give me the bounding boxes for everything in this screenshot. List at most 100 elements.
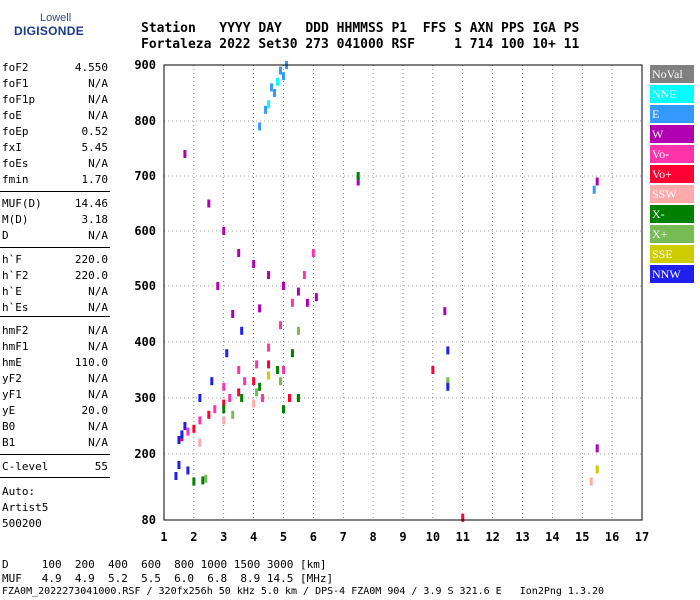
- scatter-point: [198, 394, 202, 402]
- scatter-point: [446, 382, 450, 391]
- param-value: N/A: [88, 229, 108, 242]
- y-tick-label: 500: [134, 279, 156, 293]
- scatter-point: [222, 227, 226, 235]
- scatter-point: [258, 122, 262, 131]
- param-name: h`E: [2, 285, 22, 298]
- scatter-point: [267, 360, 271, 369]
- legend-item: NNE: [650, 85, 694, 103]
- auto-block: Auto: Artist5 500200: [2, 484, 48, 532]
- param-row: hmF2 N/A: [2, 323, 108, 339]
- scatter-point: [282, 282, 285, 290]
- scatter-point: [279, 321, 283, 330]
- logo-line2: DIGISONDE: [14, 24, 85, 38]
- footer-file-info: FZA0M_2022273041000.RSF / 320fx256h 50 k…: [2, 586, 605, 597]
- scatter-point: [225, 349, 229, 358]
- scatter-point: [237, 366, 241, 374]
- auto-code: 500200: [2, 517, 42, 530]
- legend-item: W: [650, 125, 694, 143]
- param-name: B0: [2, 420, 16, 433]
- scatter-point: [282, 366, 285, 374]
- legend-item: SSW: [650, 185, 694, 203]
- legend-item: Vo-: [650, 145, 694, 163]
- scatter-point: [290, 298, 294, 307]
- x-tick-label: 2: [190, 530, 197, 544]
- scatter-point: [279, 66, 283, 75]
- scatter-point: [192, 477, 196, 486]
- scatter-point: [589, 477, 593, 486]
- param-row: fmin 1.70: [2, 172, 108, 188]
- scatter-point: [213, 405, 217, 414]
- param-value: N/A: [88, 285, 108, 298]
- param-name: yE: [2, 404, 16, 417]
- scatter-point: [186, 427, 190, 436]
- legend-item: NoVal: [650, 65, 694, 83]
- param-separator: [0, 316, 110, 317]
- y-tick-label: 800: [134, 114, 156, 128]
- scatter-point: [276, 77, 280, 86]
- scatter-point: [252, 399, 256, 408]
- param-name: fxI: [2, 141, 22, 154]
- scatter-point: [273, 89, 277, 97]
- scatter-point: [207, 410, 211, 419]
- scatter-point: [177, 436, 181, 444]
- scatter-point: [356, 172, 360, 180]
- param-value: 0.52: [81, 125, 109, 138]
- scatter-point: [296, 394, 300, 402]
- param-row: hmF1 N/A: [2, 339, 108, 355]
- param-separator: [0, 191, 110, 192]
- header-line2: Fortaleza 2022 Set30 273 041000 RSF 1 71…: [141, 37, 580, 52]
- x-tick-label: 15: [575, 530, 589, 544]
- param-name: B1: [2, 436, 16, 449]
- scatter-point: [276, 366, 280, 374]
- x-tick-label: 10: [426, 530, 440, 544]
- x-axis-ticks: 1 2 3 4 5 6 7 8 9 10 11 12 13 14 15 16 17: [160, 530, 649, 544]
- param-row: h`Es N/A: [2, 300, 108, 316]
- y-tick-label: 200: [134, 447, 156, 461]
- scatter-point: [255, 388, 259, 397]
- legend-item: E: [650, 105, 694, 123]
- param-separator: [0, 477, 110, 478]
- footer-muf: MUF 4.9 4.9 5.2 5.5 6.0 6.8 8.9 14.5 [MH…: [2, 572, 334, 585]
- scatter-point: [461, 513, 465, 522]
- param-row: foF1p N/A: [2, 92, 108, 108]
- scatter-point: [267, 343, 271, 352]
- param-row: h`F2 220.0: [2, 268, 108, 284]
- param-value: N/A: [88, 324, 108, 337]
- scatter-point: [282, 405, 285, 414]
- param-value: 14.46: [74, 197, 108, 210]
- plot-frame: [163, 64, 643, 521]
- param-name: fmin: [2, 173, 29, 186]
- x-tick-label: 1: [160, 530, 167, 544]
- param-row: yF2 N/A: [2, 371, 108, 387]
- legend-item: X+: [650, 225, 694, 243]
- chart-points: [174, 61, 599, 522]
- param-value: N/A: [88, 109, 108, 122]
- scatter-point: [443, 307, 447, 316]
- param-value: N/A: [88, 93, 108, 106]
- scatter-point: [264, 105, 268, 114]
- param-name: hmF2: [2, 324, 29, 337]
- x-tick-label: 5: [280, 530, 287, 544]
- scatter-point: [207, 199, 211, 208]
- scatter-point: [446, 377, 450, 386]
- param-name: yF1: [2, 388, 22, 401]
- param-separator: [0, 247, 110, 248]
- scatter-point: [595, 444, 599, 453]
- scatter-point: [305, 298, 309, 307]
- scatter-point: [252, 260, 256, 268]
- scatter-point: [282, 72, 285, 81]
- scatter-point: [356, 177, 360, 186]
- y-tick-label: 400: [134, 335, 156, 349]
- param-name: D: [2, 229, 9, 242]
- scatter-point: [198, 438, 202, 447]
- scatter-point: [446, 346, 450, 355]
- param-row: foF2 4.550: [2, 60, 108, 76]
- param-name: C-level: [2, 460, 49, 473]
- scatter-point: [311, 249, 315, 257]
- param-row: h`F 220.0: [2, 252, 108, 268]
- param-row: yF1 N/A: [2, 387, 108, 403]
- auto-artist: Artist5: [2, 501, 49, 514]
- scatter-point: [228, 394, 232, 402]
- param-value: 220.0: [74, 253, 108, 266]
